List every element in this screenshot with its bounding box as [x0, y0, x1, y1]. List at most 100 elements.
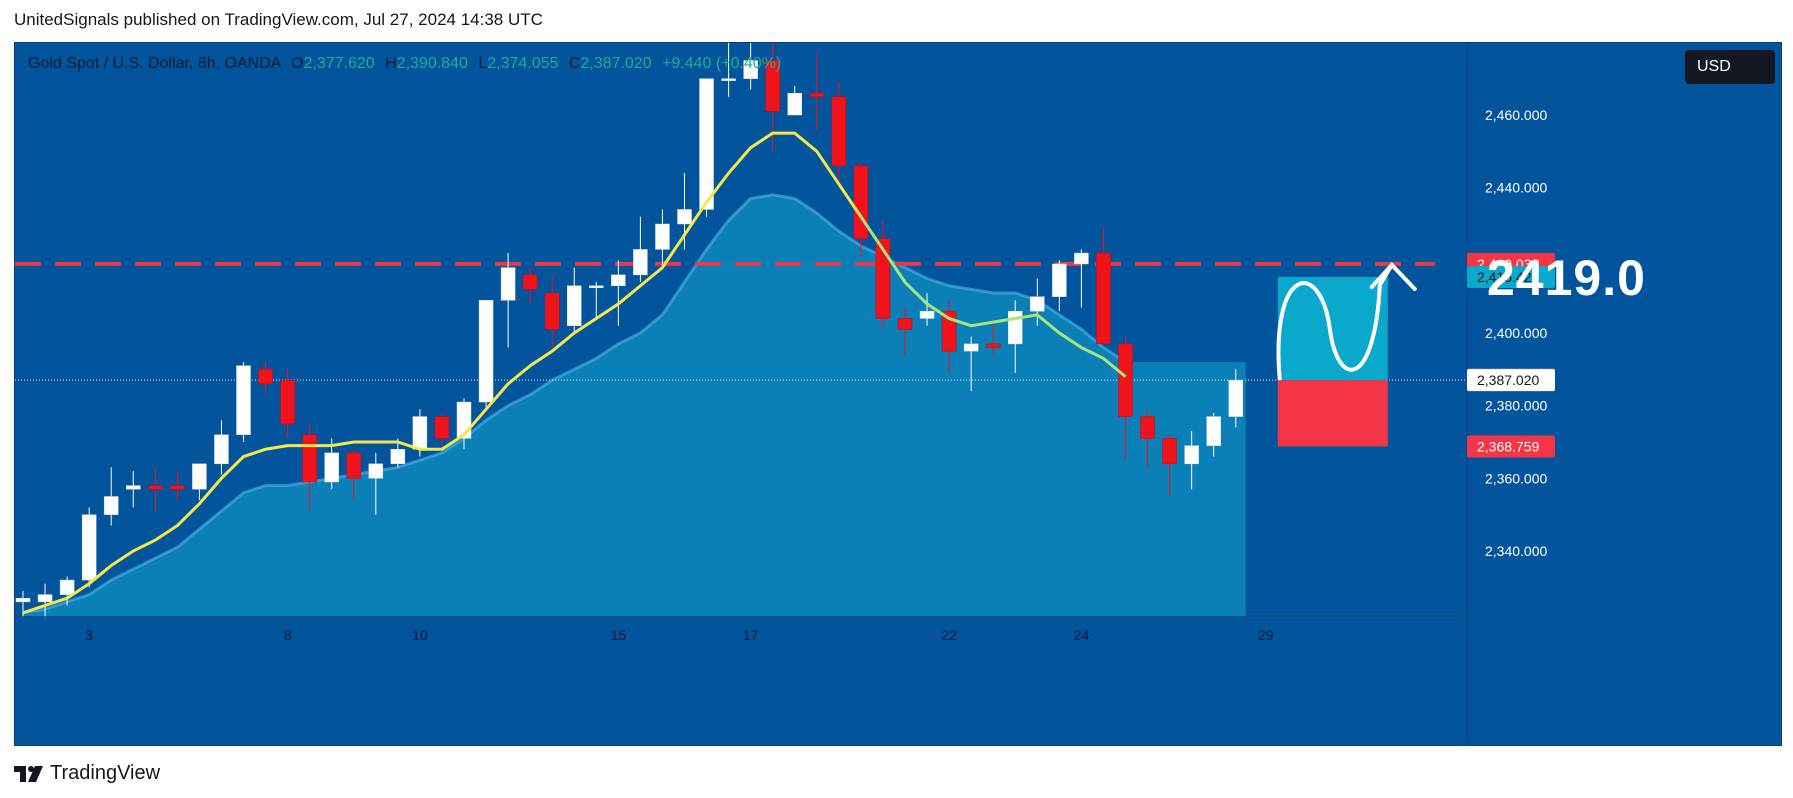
x-tick-label: 17	[743, 627, 759, 643]
candle-body	[1184, 445, 1199, 465]
price-label-bg	[1467, 265, 1555, 288]
x-tick-label: 24	[1074, 627, 1090, 643]
candle-body	[522, 274, 538, 290]
candle-body	[103, 496, 119, 515]
candle-body	[434, 416, 450, 439]
candle-body	[875, 238, 891, 319]
candle-body	[368, 463, 384, 479]
candle-body	[324, 452, 339, 483]
candle-body	[126, 485, 141, 490]
price-label: 2,415.422	[1477, 269, 1539, 285]
chart-legend: Gold Spot / U.S. Dollar, 8h, OANDA O2,37…	[28, 55, 781, 73]
ema-line-tail	[859, 215, 1127, 378]
area-fill	[23, 194, 1246, 616]
candle-body	[1206, 416, 1221, 446]
arrow-head-icon	[1369, 262, 1417, 291]
target-zone	[1277, 276, 1388, 381]
candle-body	[677, 209, 692, 225]
candle-body	[1030, 296, 1045, 312]
legend-low-value: 2,374.055	[487, 55, 559, 72]
legend-high-value: 2,390.840	[396, 55, 468, 72]
candle-body	[500, 267, 516, 301]
candle-body	[1162, 438, 1177, 465]
candle-body	[853, 165, 869, 239]
y-tick-label: 2,360.000	[1485, 470, 1547, 486]
candle-body	[390, 449, 406, 465]
candle-body	[280, 379, 295, 425]
candle-body	[743, 60, 758, 79]
y-tick-label: 2,400.000	[1485, 325, 1547, 341]
candle-body	[1074, 252, 1089, 265]
legend-high-label: H	[385, 55, 397, 72]
candle-body	[831, 96, 847, 167]
candle-body	[985, 343, 1001, 348]
candle-body	[214, 434, 229, 465]
legend-symbol: Gold Spot / U.S. Dollar, 8h, OANDA	[28, 55, 281, 72]
candle-body	[59, 579, 75, 595]
x-tick-label: 8	[284, 627, 292, 643]
candle-body	[567, 285, 582, 326]
x-tick-label: 15	[611, 627, 627, 643]
candle-body	[1096, 252, 1111, 345]
x-tick-label: 22	[941, 627, 957, 643]
candle-body	[765, 60, 780, 112]
brand-name: TradingView	[50, 762, 161, 784]
candle-body	[478, 300, 494, 403]
candle-body	[589, 285, 604, 289]
candle-body	[236, 365, 251, 435]
ema-line	[22, 131, 863, 615]
candle-body	[1008, 310, 1023, 345]
candle-body	[544, 292, 560, 330]
candle-body	[192, 463, 207, 490]
stop-zone	[1277, 380, 1388, 447]
candle-body	[148, 485, 163, 490]
candle-body	[809, 92, 825, 98]
candle-body	[1118, 343, 1133, 417]
legend-close-label: C	[568, 55, 581, 72]
candle-body	[897, 318, 913, 330]
x-tick-label: 3	[85, 627, 93, 643]
candle-body	[170, 485, 185, 490]
brand-footer[interactable]: TradingView	[14, 762, 160, 785]
area-line	[22, 193, 1127, 615]
candle-body	[633, 249, 648, 276]
legend-low-label: L	[478, 55, 488, 72]
candle-body	[15, 597, 31, 603]
currency-button[interactable]: USD	[1685, 50, 1775, 84]
candle-body	[919, 310, 935, 319]
chart-canvas[interactable]: 2,460.000 2,440.000 2,400.000 2,380.000 2,36…	[15, 43, 1781, 745]
candle-body	[721, 78, 736, 81]
target-annotation: 2419.0	[1487, 250, 1646, 306]
tradingview-logo-icon	[14, 765, 43, 782]
candle-body	[963, 343, 979, 352]
price-label: 2,368.759	[1477, 439, 1539, 455]
candle-body	[258, 369, 273, 385]
legend-change: +9.440 (+0.40%)	[662, 55, 782, 72]
y-tick-label: 2,340.000	[1485, 543, 1547, 559]
candle-body	[302, 434, 317, 483]
price-label-bg	[1467, 435, 1555, 458]
candle-body	[699, 78, 714, 210]
candle-body	[81, 514, 97, 581]
candle-body	[1052, 263, 1067, 297]
legend-open-value: 2,377.620	[303, 55, 375, 72]
price-label: 2,387.020	[1477, 372, 1539, 388]
candle-body	[37, 594, 53, 603]
y-tick-label: 2,380.000	[1485, 398, 1547, 414]
x-tick-label: 10	[412, 627, 428, 643]
legend-close-value: 2,387.020	[580, 55, 652, 72]
wave-arrow	[1276, 263, 1394, 381]
y-tick-label: 2,440.000	[1485, 180, 1547, 196]
legend-open-label: O	[291, 55, 304, 72]
candle-body	[655, 223, 670, 250]
price-label-bg	[1467, 369, 1555, 392]
candle-body	[611, 274, 626, 287]
publish-info: UnitedSignals published on TradingView.c…	[14, 10, 543, 29]
candle-body	[346, 452, 361, 479]
candle-body	[787, 92, 802, 116]
candle-body	[1228, 379, 1243, 417]
y-tick-label: 2,460.000	[1485, 107, 1547, 123]
x-tick-label: 29	[1258, 627, 1274, 643]
candle-body	[412, 416, 428, 450]
chart-panel[interactable]: 2,460.000 2,440.000 2,400.000 2,380.000 2,36…	[14, 42, 1782, 746]
